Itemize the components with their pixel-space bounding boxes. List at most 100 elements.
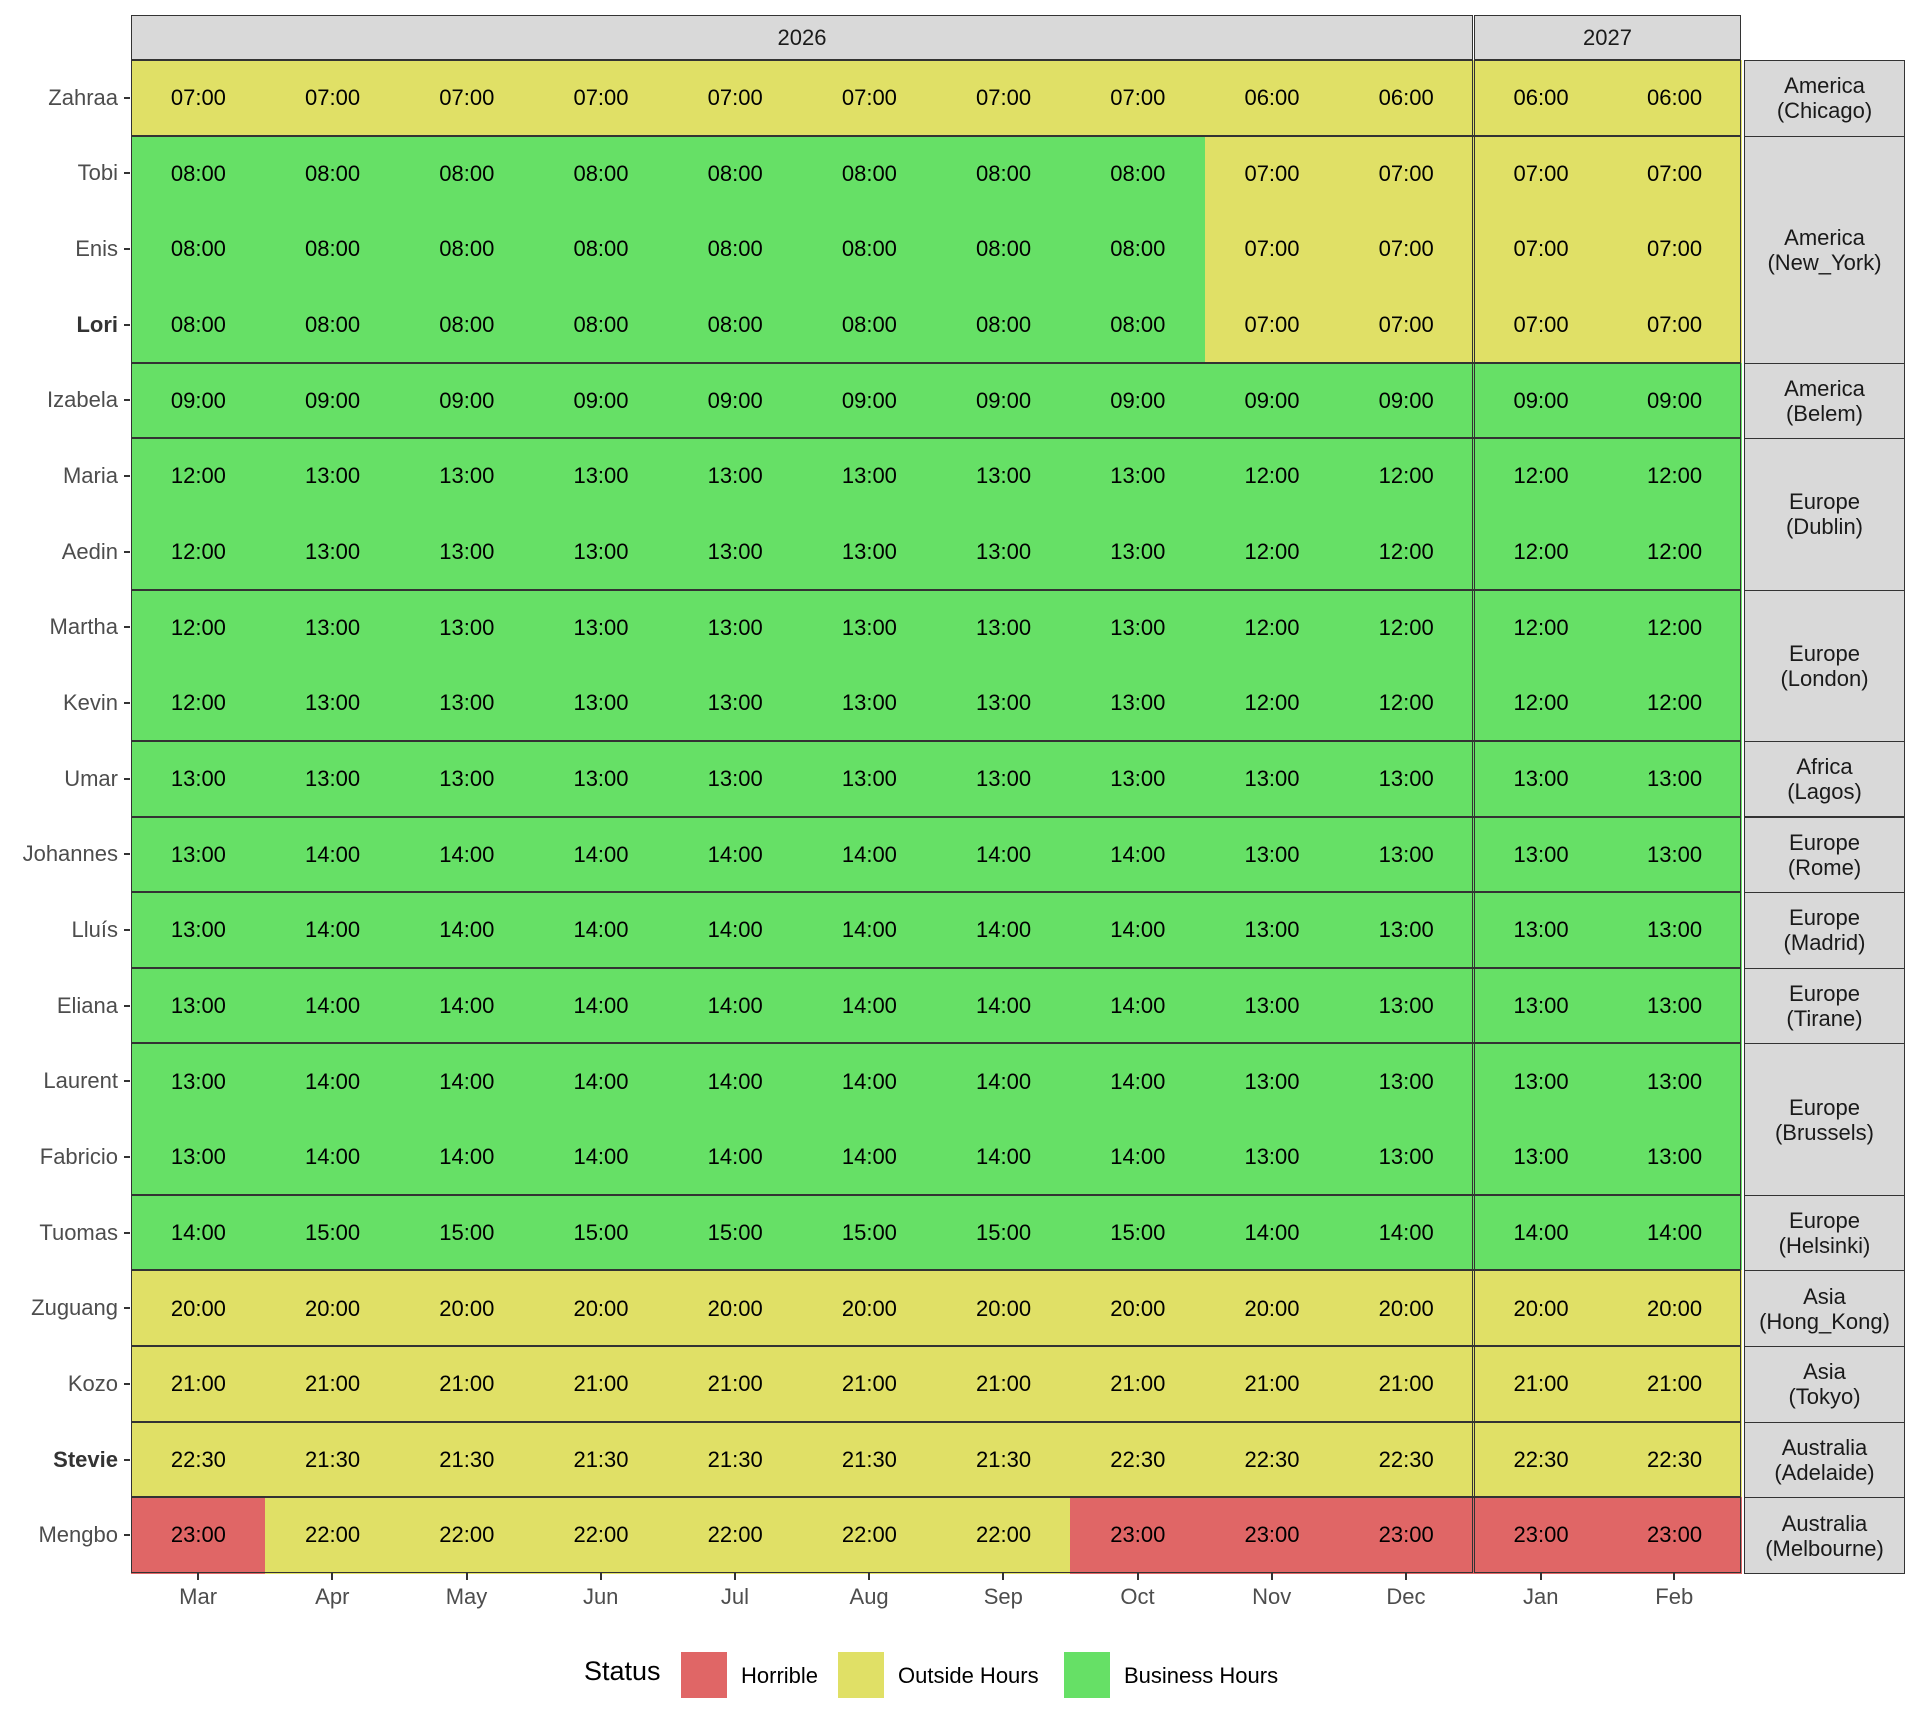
panel-2026 bbox=[131, 60, 1473, 1573]
heatmap-cell: 14:00 bbox=[399, 816, 535, 893]
legend: Status Horrible Outside Hours Business H… bbox=[0, 1652, 1920, 1698]
row-label: Fabricio bbox=[39, 1143, 118, 1169]
x-tick bbox=[1136, 1573, 1139, 1580]
heatmap-cell: 12:00 bbox=[1474, 513, 1609, 591]
heatmap-cell: 08:00 bbox=[533, 135, 669, 212]
heatmap-cell: 08:00 bbox=[131, 135, 266, 212]
heatmap-cell: 13:00 bbox=[533, 665, 669, 742]
heatmap-cell: 21:00 bbox=[667, 1346, 803, 1423]
x-axis-month-label: Oct bbox=[1120, 1584, 1155, 1609]
timezone-label: (Hong_Kong) bbox=[1759, 1308, 1890, 1334]
heatmap-cell: 13:00 bbox=[1338, 1043, 1474, 1120]
heatmap-cell: 13:00 bbox=[1070, 589, 1206, 666]
y-tick bbox=[124, 475, 130, 478]
heatmap-cell: 08:00 bbox=[1070, 211, 1206, 288]
heatmap-cell: 08:00 bbox=[399, 211, 535, 288]
heatmap-cell: 13:00 bbox=[1204, 816, 1340, 893]
facet-strip-2026: 2026 bbox=[131, 15, 1473, 60]
group-separator bbox=[131, 966, 1741, 969]
heatmap-cell: 13:00 bbox=[1338, 892, 1474, 969]
heatmap-cell: 07:00 bbox=[1474, 286, 1609, 364]
heatmap-cell: 13:00 bbox=[131, 740, 266, 818]
timezone-label: Europe bbox=[1789, 489, 1860, 515]
heatmap-cell: 12:00 bbox=[1338, 589, 1474, 666]
heatmap-cell: 07:00 bbox=[667, 60, 803, 137]
heatmap-cell: 07:00 bbox=[399, 60, 535, 137]
heatmap-cell: 13:00 bbox=[533, 513, 669, 591]
y-tick bbox=[124, 1382, 130, 1385]
heatmap-cell: 07:00 bbox=[131, 60, 266, 137]
heatmap-cell: 08:00 bbox=[667, 211, 803, 288]
heatmap-cell: 21:30 bbox=[667, 1421, 803, 1498]
timezone-label: (Belem) bbox=[1785, 400, 1863, 426]
heatmap-cell: 15:00 bbox=[667, 1194, 803, 1271]
timezone-label: Asia bbox=[1803, 1359, 1846, 1385]
timezone-strip: Asia (Tokyo) bbox=[1744, 1346, 1905, 1423]
y-tick bbox=[124, 1155, 130, 1158]
heatmap-cell: 22:00 bbox=[533, 1497, 669, 1574]
heatmap-cell: 14:00 bbox=[802, 1043, 937, 1120]
heatmap-cell: 13:00 bbox=[265, 589, 400, 666]
timezone-label: (Madrid) bbox=[1783, 930, 1866, 956]
timezone-strip: Europe (Madrid) bbox=[1744, 892, 1905, 969]
heatmap-cell: 13:00 bbox=[265, 513, 400, 591]
heatmap-cell: 21:30 bbox=[936, 1421, 1071, 1498]
group-separator bbox=[131, 437, 1741, 440]
timezone-label: (Helsinki) bbox=[1778, 1233, 1871, 1259]
heatmap-cell: 14:00 bbox=[1338, 1194, 1474, 1271]
heatmap-cell: 14:00 bbox=[802, 1119, 937, 1196]
x-axis-month-label: Sep bbox=[983, 1584, 1023, 1609]
heatmap-cell: 14:00 bbox=[265, 967, 400, 1045]
timezone-label: (Tokyo) bbox=[1788, 1384, 1861, 1410]
heatmap-cell: 08:00 bbox=[936, 211, 1071, 288]
timezone-label: Europe bbox=[1789, 829, 1860, 855]
heatmap-cell: 12:00 bbox=[1338, 513, 1474, 591]
heatmap-cell: 14:00 bbox=[399, 1119, 535, 1196]
heatmap-cell: 14:00 bbox=[667, 816, 803, 893]
heatmap-cell: 09:00 bbox=[1204, 362, 1340, 439]
heatmap-cell: 07:00 bbox=[1474, 135, 1609, 212]
timezone-label: (Melbourne) bbox=[1765, 1535, 1884, 1561]
heatmap-cell: 08:00 bbox=[936, 135, 1071, 212]
heatmap-cell: 14:00 bbox=[1070, 967, 1206, 1045]
heatmap-cell: 13:00 bbox=[1204, 967, 1340, 1045]
heatmap-cell: 14:00 bbox=[533, 1043, 669, 1120]
row-label: Enis bbox=[75, 236, 118, 262]
x-axis-month-label: Mar bbox=[179, 1584, 218, 1609]
heatmap-cell: 22:00 bbox=[265, 1497, 400, 1574]
heatmap-cell: 12:00 bbox=[1474, 438, 1609, 515]
heatmap-cell: 21:30 bbox=[533, 1421, 669, 1498]
heatmap-cell: 21:00 bbox=[265, 1346, 400, 1423]
row-label: Stevie bbox=[53, 1446, 118, 1472]
group-separator bbox=[131, 134, 1741, 137]
heatmap-cell: 12:00 bbox=[131, 438, 266, 515]
heatmap-cell: 13:00 bbox=[1607, 740, 1742, 818]
row-label: Umar bbox=[64, 765, 118, 791]
heatmap-cell: 06:00 bbox=[1607, 60, 1742, 137]
heatmap-cell: 12:00 bbox=[1474, 665, 1609, 742]
x-tick bbox=[331, 1573, 334, 1580]
heatmap-cell: 12:00 bbox=[131, 589, 266, 666]
heatmap-cell: 08:00 bbox=[533, 211, 669, 288]
heatmap-cell: 13:00 bbox=[1607, 1119, 1742, 1196]
timezone-strip: Australia (Melbourne) bbox=[1744, 1497, 1905, 1574]
heatmap-cell: 14:00 bbox=[936, 1043, 1071, 1120]
heatmap-cell: 08:00 bbox=[131, 211, 266, 288]
heatmap-cell: 13:00 bbox=[802, 589, 937, 666]
heatmap-cell: 14:00 bbox=[131, 1194, 266, 1271]
x-tick bbox=[1404, 1573, 1407, 1580]
group-separator bbox=[131, 1496, 1741, 1499]
timezone-label: (Brussels) bbox=[1774, 1119, 1874, 1145]
heatmap-cell: 21:00 bbox=[1338, 1346, 1474, 1423]
x-axis-month-label: Feb bbox=[1655, 1584, 1694, 1609]
heatmap-cell: 13:00 bbox=[1338, 816, 1474, 893]
heatmap-cell: 13:00 bbox=[131, 892, 266, 969]
heatmap-cell: 21:00 bbox=[1070, 1346, 1206, 1423]
heatmap-cell: 08:00 bbox=[533, 286, 669, 364]
heatmap-cell: 14:00 bbox=[1070, 816, 1206, 893]
timezone-strip: America (New_York) bbox=[1744, 135, 1905, 364]
heatmap-cell: 13:00 bbox=[131, 967, 266, 1045]
heatmap-cell: 22:30 bbox=[1070, 1421, 1206, 1498]
heatmap-cell: 21:00 bbox=[399, 1346, 535, 1423]
y-tick bbox=[124, 172, 130, 175]
